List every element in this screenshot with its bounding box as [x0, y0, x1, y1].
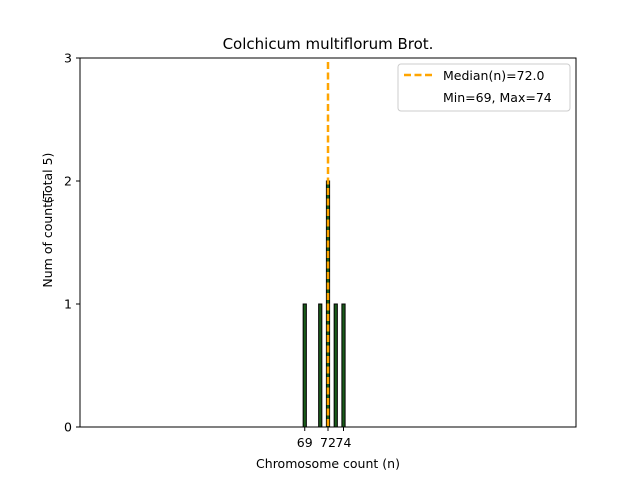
bars-layer	[302, 180, 346, 428]
bar-74	[341, 303, 346, 428]
chart-title: Colchicum multiflorum Brot.	[223, 35, 434, 53]
x-tick-label-69: 69	[297, 435, 313, 450]
x-tick-label-72: 72	[320, 435, 336, 450]
bar-71	[318, 303, 323, 428]
bar-73	[333, 303, 338, 428]
plot-frame	[79, 57, 577, 428]
legend-range-label: Min=69, Max=74	[443, 90, 552, 105]
bar-69	[302, 303, 307, 428]
legend-box	[397, 63, 571, 112]
y-axis-label: Num of counts	[40, 196, 55, 287]
y-tick-label-3: 3	[64, 51, 72, 66]
ticks-layer: 0 1 2 3 69 72 74	[64, 51, 351, 451]
y-axis-total-label: (Total 5)	[40, 153, 55, 204]
y-tick-label-2: 2	[64, 174, 72, 189]
y-tick-label-0: 0	[64, 420, 72, 435]
y-tick-label-1: 1	[64, 297, 72, 312]
x-axis-label: Chromosome count (n)	[256, 456, 400, 471]
legend: Median(n)=72.0 Min=69, Max=74	[397, 63, 571, 112]
legend-median-label: Median(n)=72.0	[443, 68, 544, 83]
x-tick-label-74: 74	[336, 435, 352, 450]
